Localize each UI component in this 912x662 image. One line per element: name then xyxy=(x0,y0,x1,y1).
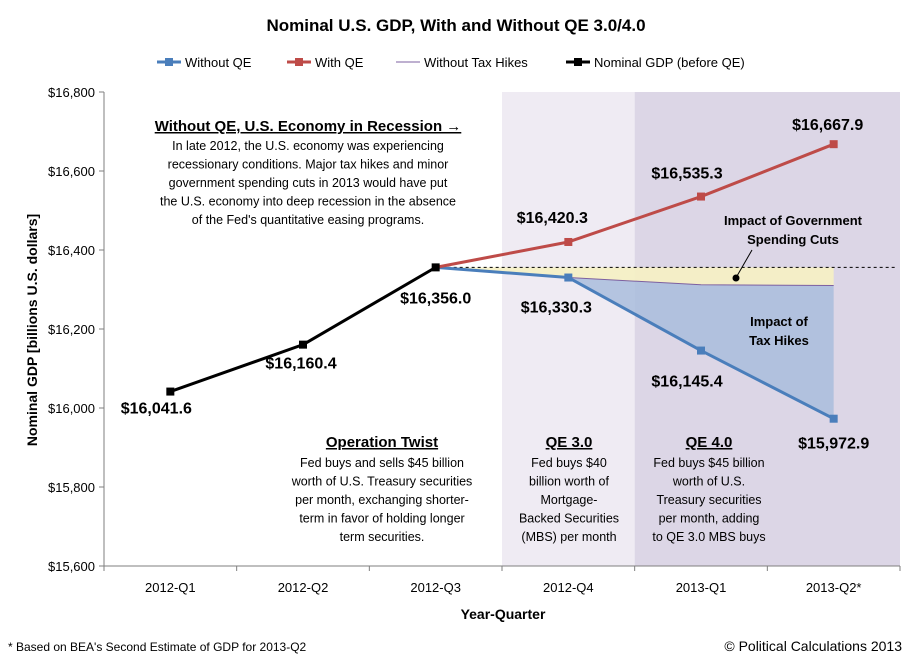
y-tick-label: $16,000 xyxy=(48,401,95,416)
legend-label: With QE xyxy=(315,55,364,70)
legend-marker xyxy=(574,58,582,66)
qe4-note-text: Treasury securities xyxy=(656,493,761,507)
operation-twist-note-text: term securities. xyxy=(340,530,425,544)
marker xyxy=(697,192,705,201)
gov-cuts-label: Impact of Government xyxy=(724,213,863,228)
y-tick-label: $16,800 xyxy=(48,85,95,100)
legend-label: Nominal GDP (before QE) xyxy=(594,55,745,70)
x-tick-label: 2012-Q4 xyxy=(543,580,594,595)
tax-hikes-area xyxy=(435,267,834,419)
qe3-note-text: Fed buys $40 xyxy=(531,456,607,470)
operation-twist-note-text: Fed buys and sells $45 billion xyxy=(300,456,464,470)
marker xyxy=(697,346,705,355)
operation-twist-note-text: per month, exchanging shorter- xyxy=(295,493,469,507)
y-tick-label: $16,600 xyxy=(48,164,95,179)
marker xyxy=(564,273,573,282)
x-tick-label: 2013-Q2* xyxy=(806,580,862,595)
credit: © Political Calculations 2013 xyxy=(724,638,902,654)
footnote: * Based on BEA's Second Estimate of GDP … xyxy=(8,640,307,654)
legend: Without QE With QE Without Tax Hikes Nomina… xyxy=(157,55,745,70)
data-label: $16,356.0 xyxy=(400,290,471,307)
gov-cuts-label: Spending Cuts xyxy=(747,232,839,247)
legend-marker xyxy=(165,58,173,66)
marker xyxy=(829,140,838,149)
data-label: $16,330.3 xyxy=(521,300,592,317)
recession-note-title: Without QE, U.S. Economy in Recession → xyxy=(155,118,462,135)
data-labels: $16,041.6 $16,160.4 $16,356.0 $16,330.3 $16,… xyxy=(121,117,870,453)
data-label: $16,667.9 xyxy=(792,117,863,134)
tax-hikes-label: Impact of xyxy=(750,314,808,329)
data-label: $16,160.4 xyxy=(265,356,336,373)
x-axis-label: Year-Quarter xyxy=(461,606,546,622)
gov-cuts-area xyxy=(435,267,834,286)
y-tick-label: $15,800 xyxy=(48,480,95,495)
data-label: $16,535.3 xyxy=(651,166,722,183)
qe3-note-title: QE 3.0 xyxy=(546,434,593,451)
x-tick-label: 2012-Q2 xyxy=(278,580,329,595)
operation-twist-note-text: term in favor of holding longer xyxy=(299,512,464,526)
x-tick-label: 2012-Q3 xyxy=(410,580,461,595)
y-tick-label: $16,200 xyxy=(48,322,95,337)
data-label: $16,420.3 xyxy=(517,210,588,227)
chart-title: Nominal U.S. GDP, With and Without QE 3.… xyxy=(266,16,645,35)
x-tick-label: 2013-Q1 xyxy=(676,580,727,595)
series-line-2 xyxy=(435,142,835,269)
marker xyxy=(564,237,573,246)
gov-cuts-pointer-dot xyxy=(732,274,740,282)
marker xyxy=(166,387,175,396)
shaded-period-1 xyxy=(502,92,635,566)
recession-note-text: the U.S. economy into deep recession in … xyxy=(160,195,456,209)
operation-twist-note-text: worth of U.S. Treasury securities xyxy=(291,475,473,489)
qe4-note-text: per month, adding xyxy=(659,512,760,526)
data-label: $15,972.9 xyxy=(798,436,869,453)
legend-marker xyxy=(295,58,303,66)
recession-note-text: recessionary conditions. Major tax hikes… xyxy=(168,158,449,172)
qe3-note-text: Backed Securities xyxy=(519,512,619,526)
annotations: Without QE, U.S. Economy in Recession → I… xyxy=(155,118,863,544)
tax-hikes-label: Tax Hikes xyxy=(749,333,809,348)
qe4-note-text: worth of U.S. xyxy=(672,475,745,489)
qe3-note-text: billion worth of xyxy=(529,475,609,489)
marker xyxy=(431,263,440,272)
axes: $15,600 $15,800 $16,000 $16,200 $16,400 $16,6… xyxy=(48,85,901,595)
series-markers xyxy=(166,140,838,423)
x-tick-label: 2012-Q1 xyxy=(145,580,196,595)
operation-twist-note-title: Operation Twist xyxy=(326,434,438,451)
marker xyxy=(299,340,307,349)
qe4-note-title: QE 4.0 xyxy=(686,434,733,451)
series-line-4 xyxy=(169,266,437,393)
qe4-note-text: to QE 3.0 MBS buys xyxy=(652,530,765,544)
recession-note-text: In late 2012, the U.S. economy was exper… xyxy=(172,139,444,153)
impact-areas xyxy=(435,267,834,419)
y-axis-label: Nominal GDP [billions U.S. dollars] xyxy=(24,214,40,446)
data-label: $16,145.4 xyxy=(651,374,722,391)
legend-label: Without QE xyxy=(185,55,252,70)
data-label: $16,041.6 xyxy=(121,401,192,418)
marker xyxy=(829,414,838,423)
y-tick-label: $15,600 xyxy=(48,559,95,574)
y-tick-label: $16,400 xyxy=(48,243,95,258)
qe4-note-text: Fed buys $45 billion xyxy=(653,456,764,470)
gov-cuts-pointer xyxy=(736,249,753,277)
recession-note-text: of the Fed's quantitative easing program… xyxy=(192,213,424,227)
qe3-note-text: Mortgage- xyxy=(541,493,598,507)
series-line-1 xyxy=(435,265,835,421)
recession-note-text: government spending cuts in 2013 would h… xyxy=(169,176,448,190)
legend-label: Without Tax Hikes xyxy=(424,55,528,70)
qe3-note-text: (MBS) per month xyxy=(521,530,616,544)
